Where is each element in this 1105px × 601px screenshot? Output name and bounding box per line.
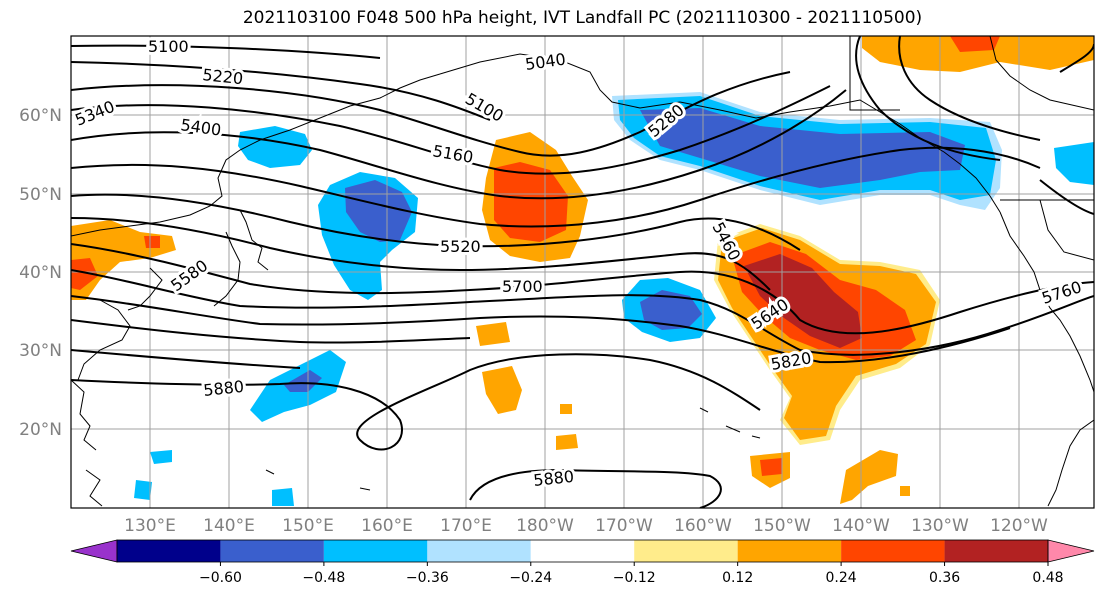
colorbar-swatch	[323, 540, 428, 562]
ivt-negative-shading	[134, 92, 1094, 506]
lon-label: 160°E	[361, 516, 413, 536]
pos-region-northeast	[862, 36, 1094, 72]
neg-region-gulf-alaska-blue	[640, 108, 965, 188]
colorbar-tick-label: −0.12	[613, 570, 656, 586]
colorbar-extend-low	[70, 539, 118, 563]
map-title: 2021103100 F048 500 hPa height, IVT Land…	[242, 8, 923, 28]
ivt-positive-shading	[71, 36, 1094, 504]
neg-region-subtropical-blue	[284, 370, 322, 392]
lon-label: 130°W	[911, 516, 969, 536]
colorbar-tick-label: −0.48	[302, 570, 345, 586]
neg-region-kamchatka	[238, 126, 312, 168]
pos-region-sub-5-red	[760, 458, 782, 476]
colorbar-tick-label: −0.24	[509, 570, 552, 586]
pos-region-sub-7	[900, 486, 910, 496]
colorbar-swatch	[427, 540, 531, 562]
colorbar-tick-label: 0.12	[722, 570, 753, 586]
colorbar-swatch	[841, 540, 945, 562]
colorbar-tick-label: −0.60	[199, 570, 242, 586]
lat-label: 30°N	[19, 341, 62, 361]
lon-label: 140°W	[832, 516, 890, 536]
colorbar-swatch	[117, 540, 221, 562]
colorbar-tick-label: −0.36	[406, 570, 449, 586]
colorbar-swatch	[634, 540, 738, 562]
lon-label: 170°E	[440, 516, 492, 536]
lat-label: 20°N	[19, 420, 62, 440]
colorbar-tick-label: 0.36	[929, 570, 960, 586]
pos-region-asia-red	[71, 258, 98, 290]
colorbar-tick-label: 0.24	[826, 570, 857, 586]
longitude-labels: 130°E 140°E 150°E 160°E 170°E 180°W 170°…	[124, 516, 1048, 536]
neg-region-small-1	[150, 450, 172, 464]
colorbar-tick-label: 0.48	[1032, 570, 1063, 586]
pos-region-sub-4	[556, 434, 578, 450]
lon-label: 150°E	[282, 516, 334, 536]
colorbar-extend-high	[1047, 539, 1095, 563]
neg-region-west-edge	[1054, 142, 1094, 185]
neg-region-west-pacific-blue	[345, 180, 412, 242]
contour-label: 5700	[502, 277, 543, 296]
lon-label: 130°E	[124, 516, 176, 536]
graticule	[71, 36, 1094, 508]
lon-label: 120°W	[990, 516, 1048, 536]
lon-label: 150°W	[753, 516, 811, 536]
contour-label: 5100	[148, 37, 189, 56]
plot-frame	[70, 35, 1095, 509]
colorbar-swatch	[530, 540, 635, 562]
pos-region-sub-3	[560, 404, 572, 414]
pos-region-asia-red-2	[144, 236, 160, 248]
lat-label: 60°N	[19, 106, 62, 126]
contour-label: 5520	[440, 237, 481, 256]
pos-region-sub-1	[476, 322, 510, 346]
pos-region-sub-6	[840, 450, 898, 504]
colorbar-swatch	[220, 540, 324, 562]
lat-label: 50°N	[19, 185, 62, 205]
lat-label: 40°N	[19, 263, 62, 283]
latitude-labels: 60°N 50°N 40°N 30°N 20°N	[19, 106, 62, 440]
neg-region-central-blue	[640, 290, 702, 330]
neg-region-small-3	[272, 488, 294, 506]
pos-region-northeast-red	[950, 36, 1000, 52]
height-contours	[71, 36, 1094, 508]
lon-label: 170°W	[595, 516, 653, 536]
lon-label: 160°W	[674, 516, 732, 536]
lon-label: 140°E	[203, 516, 255, 536]
pos-region-east-ar-dark	[744, 254, 862, 348]
colorbar: −0.60 −0.48 −0.36 −0.24 −0.12 0.12 0.24 0.36 0.4…	[70, 539, 1095, 586]
pos-region-sub-2	[482, 366, 522, 414]
pos-region-central-north-red	[494, 162, 568, 242]
neg-region-small-2	[134, 480, 152, 500]
colorbar-frame	[116, 539, 1049, 563]
lon-label: 180°W	[516, 516, 574, 536]
colorbar-swatch	[737, 540, 842, 562]
colorbar-swatch	[944, 540, 1048, 562]
